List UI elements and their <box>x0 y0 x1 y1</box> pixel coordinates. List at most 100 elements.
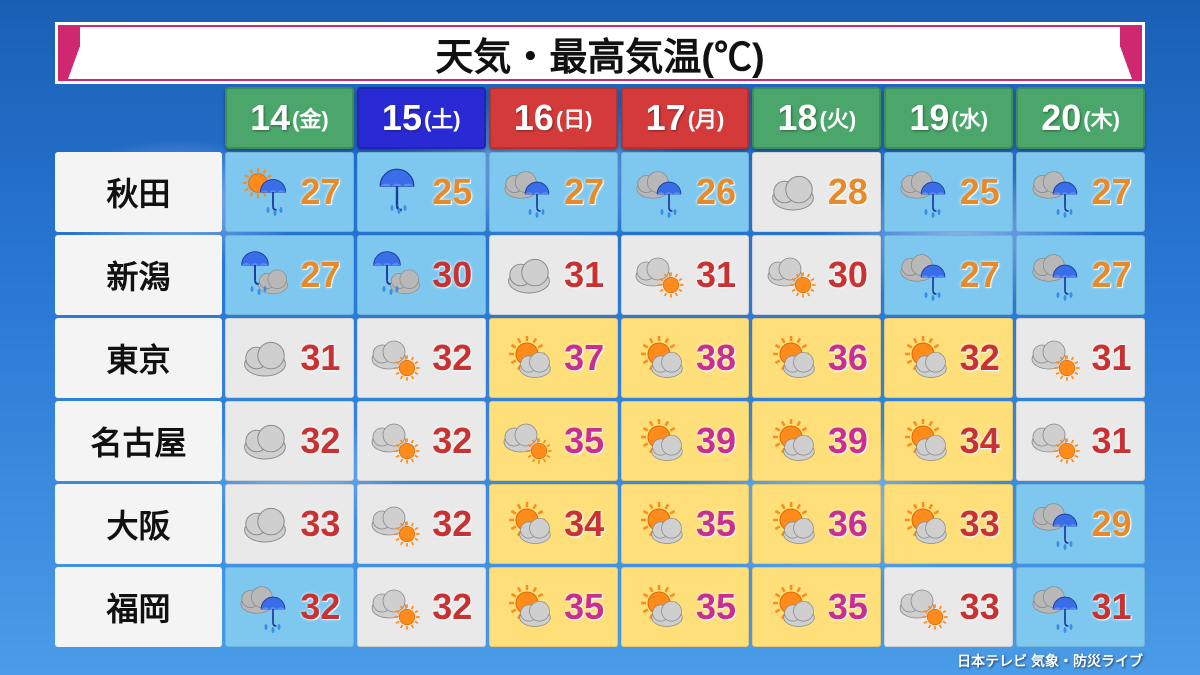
forecast-cell: 32 <box>357 401 486 481</box>
day-number: 14 <box>250 97 290 139</box>
forecast-cell: 30 <box>752 235 881 315</box>
forecast-cell: 33 <box>884 484 1013 564</box>
sun-cloud-icon <box>895 328 955 388</box>
cloud-rain-icon <box>1027 162 1087 222</box>
temp-value: 31 <box>1089 586 1135 628</box>
sun-cloud-icon <box>631 328 691 388</box>
cloud-icon <box>235 328 295 388</box>
cloud-rain-icon <box>235 577 295 637</box>
rain-cloud-icon <box>367 245 427 305</box>
temp-value: 30 <box>825 254 871 296</box>
forecast-cell: 33 <box>225 484 354 564</box>
cloud-icon <box>763 162 823 222</box>
temp-value: 27 <box>1089 171 1135 213</box>
cloud-rain-icon <box>1027 245 1087 305</box>
grid-blank <box>55 87 222 149</box>
forecast-grid: 14(金)15(土)16(日)17(月)18(火)19(水)20(木)秋田 27… <box>55 87 1145 647</box>
day-header: 19(水) <box>884 87 1013 149</box>
cloud-rain-icon <box>1027 494 1087 554</box>
forecast-cell: 32 <box>225 401 354 481</box>
sun-cloud-icon <box>895 411 955 471</box>
cloud-sun-icon <box>763 245 823 305</box>
temp-value: 33 <box>957 503 1003 545</box>
forecast-cell: 30 <box>357 235 486 315</box>
cloud-sun-icon <box>367 577 427 637</box>
forecast-cell: 31 <box>1016 401 1145 481</box>
forecast-cell: 31 <box>225 318 354 398</box>
temp-value: 27 <box>957 254 1003 296</box>
temp-value: 34 <box>561 503 607 545</box>
temp-value: 32 <box>297 586 343 628</box>
forecast-cell: 27 <box>225 152 354 232</box>
sun-cloud-icon <box>631 577 691 637</box>
sun-rain-icon <box>235 162 295 222</box>
temp-value: 35 <box>561 420 607 462</box>
cloud-rain-icon <box>895 245 955 305</box>
forecast-cell: 35 <box>621 567 750 647</box>
temp-value: 27 <box>1089 254 1135 296</box>
forecast-cell: 39 <box>752 401 881 481</box>
day-weekday: (月) <box>688 102 725 134</box>
city-header: 名古屋 <box>55 401 222 481</box>
city-header: 大阪 <box>55 484 222 564</box>
temp-value: 32 <box>429 586 475 628</box>
temp-value: 38 <box>693 337 739 379</box>
forecast-cell: 31 <box>1016 318 1145 398</box>
temp-value: 27 <box>561 171 607 213</box>
temp-value: 27 <box>297 254 343 296</box>
temp-value: 35 <box>693 503 739 545</box>
day-weekday: (土) <box>424 102 461 134</box>
cloud-sun-icon <box>499 411 559 471</box>
sun-cloud-icon <box>763 494 823 554</box>
temp-value: 39 <box>693 420 739 462</box>
cloud-rain-icon <box>895 162 955 222</box>
day-header: 16(日) <box>489 87 618 149</box>
forecast-cell: 32 <box>884 318 1013 398</box>
temp-value: 31 <box>297 337 343 379</box>
city-header: 東京 <box>55 318 222 398</box>
cloud-rain-icon <box>631 162 691 222</box>
forecast-cell: 32 <box>357 484 486 564</box>
city-header: 秋田 <box>55 152 222 232</box>
sun-cloud-icon <box>499 494 559 554</box>
temp-value: 37 <box>561 337 607 379</box>
temp-value: 33 <box>957 586 1003 628</box>
day-number: 17 <box>646 97 686 139</box>
forecast-cell: 27 <box>884 235 1013 315</box>
day-number: 18 <box>778 97 818 139</box>
cloud-sun-icon <box>895 577 955 637</box>
day-header: 14(金) <box>225 87 354 149</box>
cloud-sun-icon <box>631 245 691 305</box>
temp-value: 34 <box>957 420 1003 462</box>
forecast-cell: 39 <box>621 401 750 481</box>
temp-value: 31 <box>1089 337 1135 379</box>
broadcast-caption: 日本テレビ 気象・防災ライブ <box>957 651 1143 671</box>
forecast-cell: 26 <box>621 152 750 232</box>
temp-value: 25 <box>429 171 475 213</box>
rain-icon <box>367 162 427 222</box>
forecast-cell: 37 <box>489 318 618 398</box>
forecast-cell: 35 <box>752 567 881 647</box>
temp-value: 26 <box>693 171 739 213</box>
cloud-rain-icon <box>499 162 559 222</box>
forecast-cell: 27 <box>1016 235 1145 315</box>
day-number: 16 <box>514 97 554 139</box>
temp-value: 32 <box>429 337 475 379</box>
day-number: 19 <box>909 97 949 139</box>
temp-value: 28 <box>825 171 871 213</box>
day-weekday: (火) <box>820 102 857 134</box>
forecast-cell: 34 <box>489 484 618 564</box>
temp-value: 31 <box>693 254 739 296</box>
temp-value: 35 <box>825 586 871 628</box>
day-weekday: (水) <box>951 102 988 134</box>
temp-value: 39 <box>825 420 871 462</box>
forecast-cell: 27 <box>489 152 618 232</box>
forecast-cell: 28 <box>752 152 881 232</box>
cloud-sun-icon <box>367 328 427 388</box>
cloud-icon <box>235 411 295 471</box>
day-number: 20 <box>1041 97 1081 139</box>
day-weekday: (日) <box>556 102 593 134</box>
forecast-cell: 35 <box>489 567 618 647</box>
temp-value: 31 <box>561 254 607 296</box>
cloud-icon <box>235 494 295 554</box>
